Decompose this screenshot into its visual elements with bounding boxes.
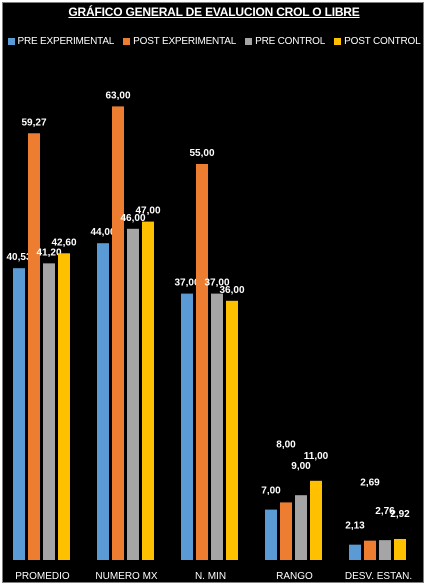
legend-item: PRE CONTROL [245, 36, 325, 47]
bar [265, 509, 277, 560]
data-label: 2,69 [360, 478, 380, 489]
legend-label: PRE CONTROL [255, 36, 326, 47]
legend-swatch [334, 38, 342, 45]
data-label: 59,27 [21, 117, 46, 128]
legend-label: PRE EXPERIMENTAL [17, 36, 115, 47]
bar [127, 228, 139, 561]
data-label: 41,20 [36, 247, 61, 258]
bar [142, 221, 154, 560]
legend-label: POST CONTROL [344, 36, 421, 47]
legend-swatch [245, 38, 253, 45]
data-label: 11,00 [304, 451, 329, 462]
bar [28, 133, 40, 561]
legend-swatch [7, 38, 15, 45]
data-label: 55,00 [189, 148, 214, 159]
bar [379, 540, 391, 560]
bar [364, 540, 376, 560]
bar [295, 495, 307, 560]
data-label: 42,60 [51, 237, 76, 248]
bar [226, 300, 238, 560]
category-label: RANGO [276, 571, 313, 582]
data-label: 40,53 [6, 252, 31, 263]
data-label: 44,00 [90, 227, 115, 238]
data-label: 37,00 [174, 278, 199, 289]
data-label: 2,76 [375, 506, 395, 517]
bar [280, 502, 292, 560]
bar [58, 253, 70, 560]
data-label: 37,00 [204, 278, 229, 289]
chart-title: GRÁFICO GENERAL DE EVALUCION CROL O LIBR… [68, 5, 360, 19]
data-label: 2,92 [390, 509, 410, 520]
bar [97, 243, 109, 560]
data-label: 8,00 [276, 439, 296, 450]
category-label: N. MIN [195, 571, 226, 582]
data-label: 7,00 [261, 486, 281, 497]
data-label: 2,13 [345, 521, 365, 532]
chart-legend: PRE EXPERIMENTAL POST EXPERIMENTAL PRE CON… [0, 36, 428, 47]
bar [13, 268, 25, 560]
legend-item: POST CONTROL [334, 36, 421, 47]
bar [349, 544, 361, 560]
legend-item: PRE EXPERIMENTAL [7, 36, 115, 47]
bar [196, 164, 208, 560]
bar [43, 263, 55, 560]
bar [211, 293, 223, 560]
data-label: 36,00 [219, 285, 244, 296]
legend-label: POST EXPERIMENTAL [133, 36, 237, 47]
data-label: 47,00 [135, 206, 160, 217]
category-label: DESV. ESTAN. [345, 571, 412, 582]
category-label: PROMEDIO [15, 571, 70, 582]
data-label: 9,00 [291, 461, 311, 472]
category-label: NUMERO MX [95, 571, 158, 582]
legend-item: POST EXPERIMENTAL [123, 36, 236, 47]
bar [394, 538, 406, 560]
data-label: 46,00 [120, 213, 145, 224]
bar [310, 480, 322, 560]
legend-swatch [123, 38, 131, 45]
bar [112, 106, 124, 561]
bar [181, 293, 193, 560]
data-label: 63,00 [105, 90, 130, 101]
